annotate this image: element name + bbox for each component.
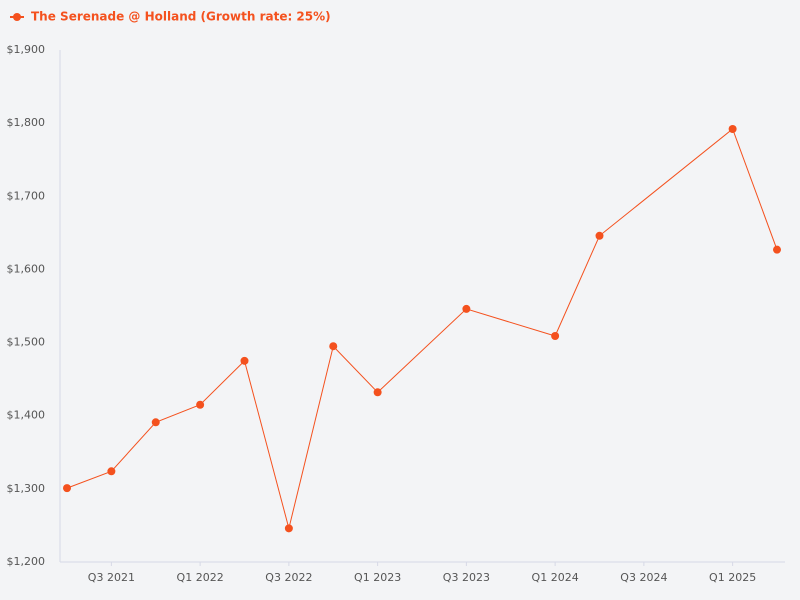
point	[196, 400, 205, 409]
x-tick-label: Q3 2022	[265, 571, 312, 584]
point	[595, 231, 604, 240]
point	[240, 356, 249, 365]
point	[373, 388, 382, 397]
point	[773, 245, 781, 254]
x-tick-label: Q1 2022	[177, 571, 224, 584]
x-tick-label: Q3 2021	[88, 571, 135, 584]
point	[462, 304, 471, 313]
x-tick-label: Q3 2023	[443, 571, 490, 584]
point	[63, 484, 71, 493]
point	[107, 467, 116, 476]
y-tick-label: $1,500	[7, 336, 46, 349]
x-tick-label: Q1 2023	[354, 571, 401, 584]
x-tick-label: Q1 2024	[532, 571, 579, 584]
y-tick-label: $1,800	[7, 116, 46, 129]
x-tick-label: Q3 2024	[620, 571, 667, 584]
y-tick-label: $1,700	[7, 189, 46, 202]
y-tick-label: $1,400	[7, 409, 46, 422]
y-tick-label: $1,300	[7, 482, 46, 495]
legend-marker	[13, 13, 21, 21]
point	[329, 342, 338, 351]
point	[284, 524, 293, 533]
point	[728, 124, 737, 133]
x-tick-label: Q1 2025	[709, 571, 756, 584]
point	[151, 418, 160, 427]
y-tick-label: $1,200	[7, 555, 46, 568]
legend-text: The Serenade @ Holland (Growth rate: 25%…	[31, 10, 331, 24]
y-tick-label: $1,600	[7, 262, 46, 275]
point	[551, 331, 560, 340]
y-tick-label: $1,900	[7, 43, 46, 56]
